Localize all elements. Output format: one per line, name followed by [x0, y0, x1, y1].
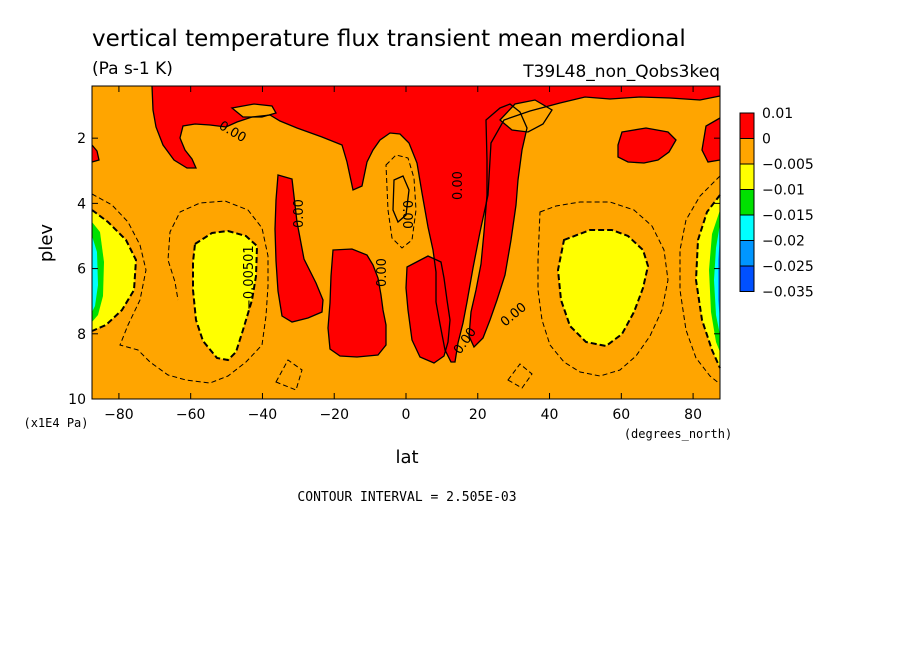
zero-contour-nh-blob	[617, 127, 677, 164]
y-axis-units: (x1E4 Pa)	[23, 416, 88, 430]
orange-hole-1	[232, 104, 276, 117]
bold-dashed-contour-east	[694, 194, 721, 369]
contour-label-3: 0.00	[375, 258, 390, 287]
x-axis-units: (degrees_north)	[624, 427, 732, 441]
x-axis-ticks: −80 −60 −40 −20 0 20 40 60 80	[104, 86, 702, 423]
contour-label-4: 0.00	[399, 200, 414, 229]
x-tick-label: −20	[319, 407, 349, 423]
zero-contour-west-edge	[91, 144, 100, 163]
legend-swatch	[739, 112, 755, 139]
y-tick-label: 10	[68, 392, 86, 408]
plot-area: 0.00 0.00 0.00 0.00 0.00 0.00 0.00 −0.00…	[91, 85, 721, 400]
y-tick-label: 6	[77, 262, 86, 278]
x-tick-label: −60	[176, 407, 206, 423]
x-tick-label: −80	[104, 407, 134, 423]
legend-level-label: −0.01	[762, 183, 805, 199]
red-region-mid-column	[328, 249, 386, 357]
y-tick-label: 2	[77, 131, 86, 147]
orange-hole-3	[393, 176, 409, 222]
zero-contour-hole-1	[230, 103, 277, 118]
units-label: (Pa s-1 K)	[92, 59, 173, 79]
bold-dashed-contour-sh	[192, 229, 259, 362]
dashed-contour-east	[679, 175, 721, 385]
y-tick-label: 4	[77, 196, 86, 212]
yellow-region-west-edge	[92, 210, 136, 331]
legend-level-label: −0.005	[762, 157, 814, 173]
color-legend: 0.01 0 −0.005 −0.01 −0.015 −0.02 −0.025 −0.035	[739, 106, 814, 301]
red-region-nh-finger	[469, 104, 527, 347]
y-tick-label: 8	[77, 327, 86, 343]
run-id-label: T39L48_non_Qobs3keq	[522, 62, 720, 82]
red-region-equator-column	[406, 256, 450, 363]
legend-level-label: 0.01	[762, 106, 793, 122]
yellow-region-sh	[193, 231, 257, 360]
legend-level-label: −0.035	[762, 285, 814, 301]
dashed-contour-eq	[385, 154, 417, 249]
legend-level-label: −0.02	[762, 234, 805, 250]
zero-contour-nh-finger	[468, 103, 528, 349]
zero-contour-mid	[327, 248, 387, 358]
zero-contour-hole-2	[499, 99, 553, 133]
contour-interval-label: CONTOUR INTERVAL = 2.505E-03	[297, 490, 516, 505]
x-tick-label: −40	[248, 407, 278, 423]
red-region-west-edge	[92, 145, 99, 162]
x-tick-label: 60	[612, 407, 630, 423]
yellow-region-nh	[558, 230, 648, 346]
y-axis-ticks: 2 4 6 8 10	[68, 131, 720, 408]
zero-contours	[91, 85, 721, 364]
contour-label-5: 0.00	[451, 171, 466, 200]
legend-swatch	[739, 189, 755, 216]
red-region-left-finger	[275, 175, 323, 322]
zero-contour-upper	[151, 85, 721, 363]
red-region-nh-blob	[618, 128, 676, 163]
zero-contour-eq	[405, 255, 451, 364]
contour-label-8: −0.00501	[242, 245, 257, 310]
contour-label-2: 0.00	[292, 199, 307, 228]
red-region-east-edge	[702, 118, 720, 162]
legend-level-label: −0.025	[762, 259, 814, 275]
cyan-band-west	[92, 236, 98, 312]
cyan-band-east	[714, 224, 720, 335]
dashed-contour-small-1	[275, 359, 303, 391]
red-region-upper-band	[152, 86, 720, 362]
x-tick-label: 80	[684, 407, 702, 423]
x-axis-title: lat	[395, 447, 418, 468]
x-tick-label: 20	[469, 407, 487, 423]
legend-swatch	[739, 138, 755, 165]
x-tick-label: 40	[541, 407, 559, 423]
bold-dashed-contour-west	[91, 209, 138, 332]
legend-swatch	[739, 240, 755, 267]
bold-dashed-contours	[91, 194, 721, 369]
legend-swatch	[739, 163, 755, 190]
bold-dashed-contour-nh	[556, 229, 650, 348]
zero-contour-east-edge	[701, 117, 721, 163]
zero-contour-left-finger	[274, 174, 324, 323]
dashed-contour-small-2	[507, 363, 533, 389]
x-tick-label: 0	[402, 407, 411, 423]
dashed-contour-sh	[91, 193, 269, 384]
legend-level-label: 0	[762, 132, 771, 148]
legend-level-label: −0.015	[762, 208, 814, 224]
dashed-contours	[91, 154, 721, 391]
zero-contour-hole-3	[392, 175, 410, 224]
legend-swatch	[739, 214, 755, 241]
dashed-contour-nh	[537, 201, 669, 377]
legend-swatch	[739, 265, 755, 292]
chart-title: vertical temperature flux transient mean…	[92, 26, 686, 52]
y-axis-title: plev	[36, 224, 57, 263]
